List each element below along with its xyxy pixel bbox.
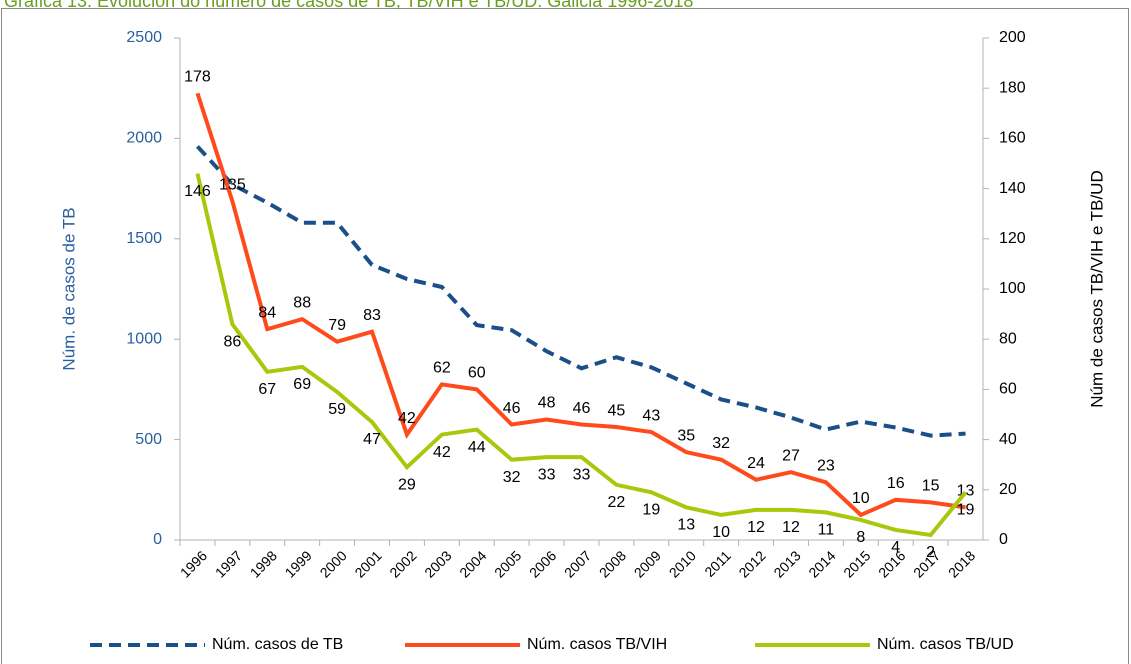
series-line	[195, 173, 968, 538]
x-tick-label: 2014	[805, 547, 838, 580]
data-label: 62	[433, 360, 451, 377]
legend-label: Núm. casos de TB	[212, 636, 343, 653]
x-tick-label: 2009	[631, 547, 664, 580]
data-label: 10	[852, 490, 870, 507]
x-tick-label: 2006	[526, 547, 559, 580]
y2-tick-label: 140	[999, 180, 1026, 197]
y2-axis-title: Núm de casos TB/VIH e TB/UD	[1087, 170, 1106, 407]
x-tick-label: 1998	[247, 547, 280, 580]
data-label: 23	[817, 457, 835, 474]
x-tick-label: 2010	[666, 547, 699, 580]
data-label: 88	[293, 294, 311, 311]
x-tick-label: 2007	[561, 547, 594, 580]
data-label: 19	[642, 502, 660, 519]
data-label: 83	[363, 307, 381, 324]
x-tick-label: 2013	[770, 547, 803, 580]
x-tick-label: 2001	[351, 547, 384, 580]
x-tick-label: 2011	[701, 547, 734, 580]
data-label: 79	[328, 317, 346, 334]
data-label: 46	[503, 400, 521, 417]
x-tick-label: 2008	[596, 547, 629, 580]
x-tick-label: 2012	[735, 547, 768, 580]
y2-tick-label: 20	[999, 481, 1017, 498]
x-tick-label: 2000	[317, 547, 350, 580]
data-label: 22	[608, 494, 626, 511]
x-tick-label: 2015	[840, 547, 873, 580]
y2-tick-label: 200	[999, 29, 1026, 46]
data-label: 33	[573, 466, 591, 483]
data-label: 29	[398, 476, 416, 493]
data-label: 44	[468, 439, 486, 456]
data-label: 59	[328, 401, 346, 418]
data-label: 12	[747, 519, 765, 536]
y-tick-label: 2500	[126, 29, 162, 46]
data-label: 42	[398, 410, 416, 427]
data-label: 46	[573, 400, 591, 417]
legend-label: Núm. casos TB/UD	[877, 636, 1014, 653]
x-tick-label: 2005	[491, 547, 524, 580]
y2-tick-label: 60	[999, 381, 1017, 398]
data-label: 16	[887, 475, 905, 492]
data-label: 146	[184, 183, 211, 200]
chart-border	[1, 8, 1129, 664]
data-label: 45	[608, 402, 626, 419]
data-label: 69	[293, 376, 311, 393]
data-label: 178	[184, 68, 211, 85]
data-label: 47	[363, 431, 381, 448]
y2-tick-label: 180	[999, 79, 1026, 96]
data-label: 67	[258, 381, 276, 398]
data-label: 4	[891, 539, 900, 556]
data-label: 135	[219, 176, 246, 193]
y2-tick-label: 100	[999, 280, 1026, 297]
y2-tick-label: 0	[999, 531, 1008, 548]
data-label: 19	[957, 502, 975, 519]
chart-title: Gráfica 13. Evolución do número de casos…	[4, 0, 693, 11]
data-label: 15	[922, 478, 940, 495]
data-label: 42	[433, 444, 451, 461]
x-tick-label: 2004	[456, 547, 489, 580]
data-label: 43	[642, 407, 660, 424]
legend-label: Núm. casos TB/VIH	[527, 636, 667, 653]
data-label: 48	[538, 395, 556, 412]
y2-tick-label: 80	[999, 330, 1017, 347]
x-tick-label: 1997	[212, 547, 245, 580]
y2-tick-label: 160	[999, 130, 1026, 147]
data-label: 33	[538, 466, 556, 483]
data-label: 60	[468, 365, 486, 382]
series-line	[195, 145, 966, 438]
y-tick-label: 2000	[126, 130, 162, 147]
y-axis-title: Núm. de casos de TB	[59, 207, 78, 370]
data-label: 86	[223, 333, 241, 350]
data-label: 10	[712, 524, 730, 541]
data-label: 84	[258, 304, 276, 321]
series-line	[195, 92, 966, 518]
data-label: 2	[926, 544, 935, 561]
data-label: 35	[677, 427, 695, 444]
x-tick-label: 1999	[282, 547, 315, 580]
x-tick-label: 2003	[421, 547, 454, 580]
y2-tick-label: 120	[999, 230, 1026, 247]
data-label: 32	[712, 435, 730, 452]
data-label: 12	[782, 519, 800, 536]
data-label: 24	[747, 455, 765, 472]
x-tick-label: 1996	[177, 547, 210, 580]
y-tick-label: 1000	[126, 330, 162, 347]
data-label: 13	[677, 517, 695, 534]
x-tick-label: 2018	[945, 547, 978, 580]
data-label: 32	[503, 469, 521, 486]
data-label: 27	[782, 447, 800, 464]
data-label: 11	[818, 522, 835, 539]
y-tick-label: 1500	[126, 230, 162, 247]
x-tick-label: 2002	[386, 547, 419, 580]
y-tick-label: 500	[135, 431, 162, 448]
y-tick-label: 0	[153, 531, 162, 548]
y2-tick-label: 40	[999, 431, 1017, 448]
data-label: 8	[856, 529, 865, 546]
